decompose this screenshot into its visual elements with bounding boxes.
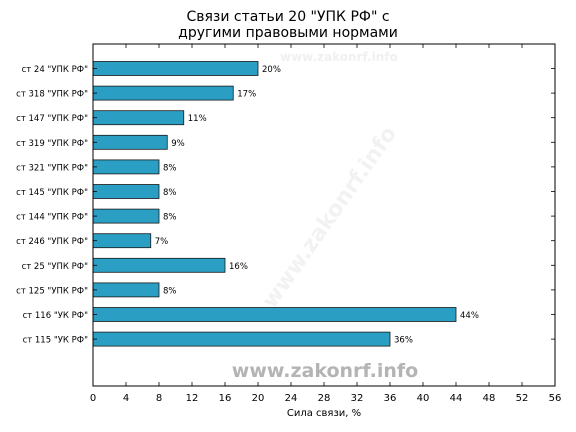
value-label: 36% xyxy=(394,336,413,346)
category-label: ст 115 "УК РФ" xyxy=(23,336,89,346)
category-label: ст 145 "УПК РФ" xyxy=(16,188,88,198)
value-label: 16% xyxy=(229,262,248,272)
value-label: 8% xyxy=(163,286,177,296)
x-tick-label: 8 xyxy=(156,393,162,404)
category-label: ст 25 "УПК РФ" xyxy=(22,262,89,272)
x-tick-label: 0 xyxy=(90,393,96,404)
value-label: 8% xyxy=(163,213,177,223)
category-label: ст 116 "УК РФ" xyxy=(23,311,89,321)
bar xyxy=(92,331,391,347)
chart-title-line-2: другими правовыми нормами xyxy=(178,25,398,41)
bar xyxy=(92,110,185,126)
x-tick-label: 28 xyxy=(318,393,331,404)
category-label: ст 321 "УПК РФ" xyxy=(16,163,88,173)
watermark-site: www.zakonrf.info xyxy=(231,360,419,382)
category-label: ст 147 "УПК РФ" xyxy=(16,114,88,124)
value-label: 17% xyxy=(237,90,256,100)
value-label: 9% xyxy=(171,139,185,149)
x-tick-label: 16 xyxy=(219,393,232,404)
bar xyxy=(92,61,259,76)
bar xyxy=(92,208,160,224)
category-label: ст 318 "УПК РФ" xyxy=(16,90,88,100)
x-tick-label: 56 xyxy=(549,393,562,404)
x-tick-label: 40 xyxy=(417,393,430,404)
bar xyxy=(92,159,160,175)
category-label: ст 144 "УПК РФ" xyxy=(16,213,88,223)
x-tick-label: 48 xyxy=(483,393,496,404)
watermark-faint-top: www.zakonrf.info xyxy=(280,50,398,64)
x-tick-label: 12 xyxy=(186,393,199,404)
value-label: 11% xyxy=(188,114,207,124)
chart-title-line-1: Связи статьи 20 "УПК РФ" с xyxy=(186,9,390,25)
bar xyxy=(92,184,160,199)
x-tick-label: 4 xyxy=(123,393,129,404)
bar xyxy=(92,282,160,298)
bar xyxy=(92,307,457,322)
value-label: 8% xyxy=(163,163,177,173)
category-label: ст 125 "УПК РФ" xyxy=(16,286,88,296)
value-label: 44% xyxy=(460,311,479,321)
value-label: 20% xyxy=(262,65,281,75)
x-tick-label: 36 xyxy=(384,393,397,404)
value-label: 8% xyxy=(163,188,177,198)
category-label: ст 319 "УПК РФ" xyxy=(16,139,88,149)
x-axis-title: Сила связи, % xyxy=(287,408,361,419)
x-tick-label: 24 xyxy=(285,393,298,404)
bar xyxy=(92,257,226,273)
bar xyxy=(92,134,168,150)
x-tick-label: 32 xyxy=(351,393,364,404)
plot-frame xyxy=(92,43,556,387)
x-tick-label: 52 xyxy=(516,393,529,404)
category-label: ст 246 "УПК РФ" xyxy=(16,237,88,247)
value-label: 7% xyxy=(155,237,169,247)
x-tick-label: 44 xyxy=(450,393,463,404)
bar xyxy=(92,85,234,101)
bar xyxy=(92,233,152,249)
category-label: ст 24 "УПК РФ" xyxy=(22,65,89,75)
x-tick-label: 20 xyxy=(252,393,265,404)
